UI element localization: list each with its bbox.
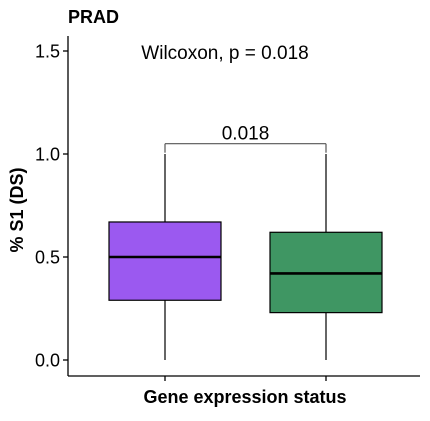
y-tick-label: 0.0 [35, 351, 60, 371]
bracket-label: 0.018 [222, 124, 270, 145]
x-axis-label: Gene expression status [143, 387, 346, 407]
y-tick-label: 0.5 [35, 248, 60, 268]
y-tick-label: 1.5 [35, 42, 60, 62]
box [108, 221, 222, 301]
stat-test-label: Wilcoxon, p = 0.018 [141, 43, 308, 64]
y-tick-label: 1.0 [35, 145, 60, 165]
y-axis-label: % S1 (DS) [7, 167, 27, 252]
plot-area: 0.0 0.5 1.0 1.5 0.018 [35, 36, 420, 381]
chart-title: PRAD [68, 7, 119, 27]
